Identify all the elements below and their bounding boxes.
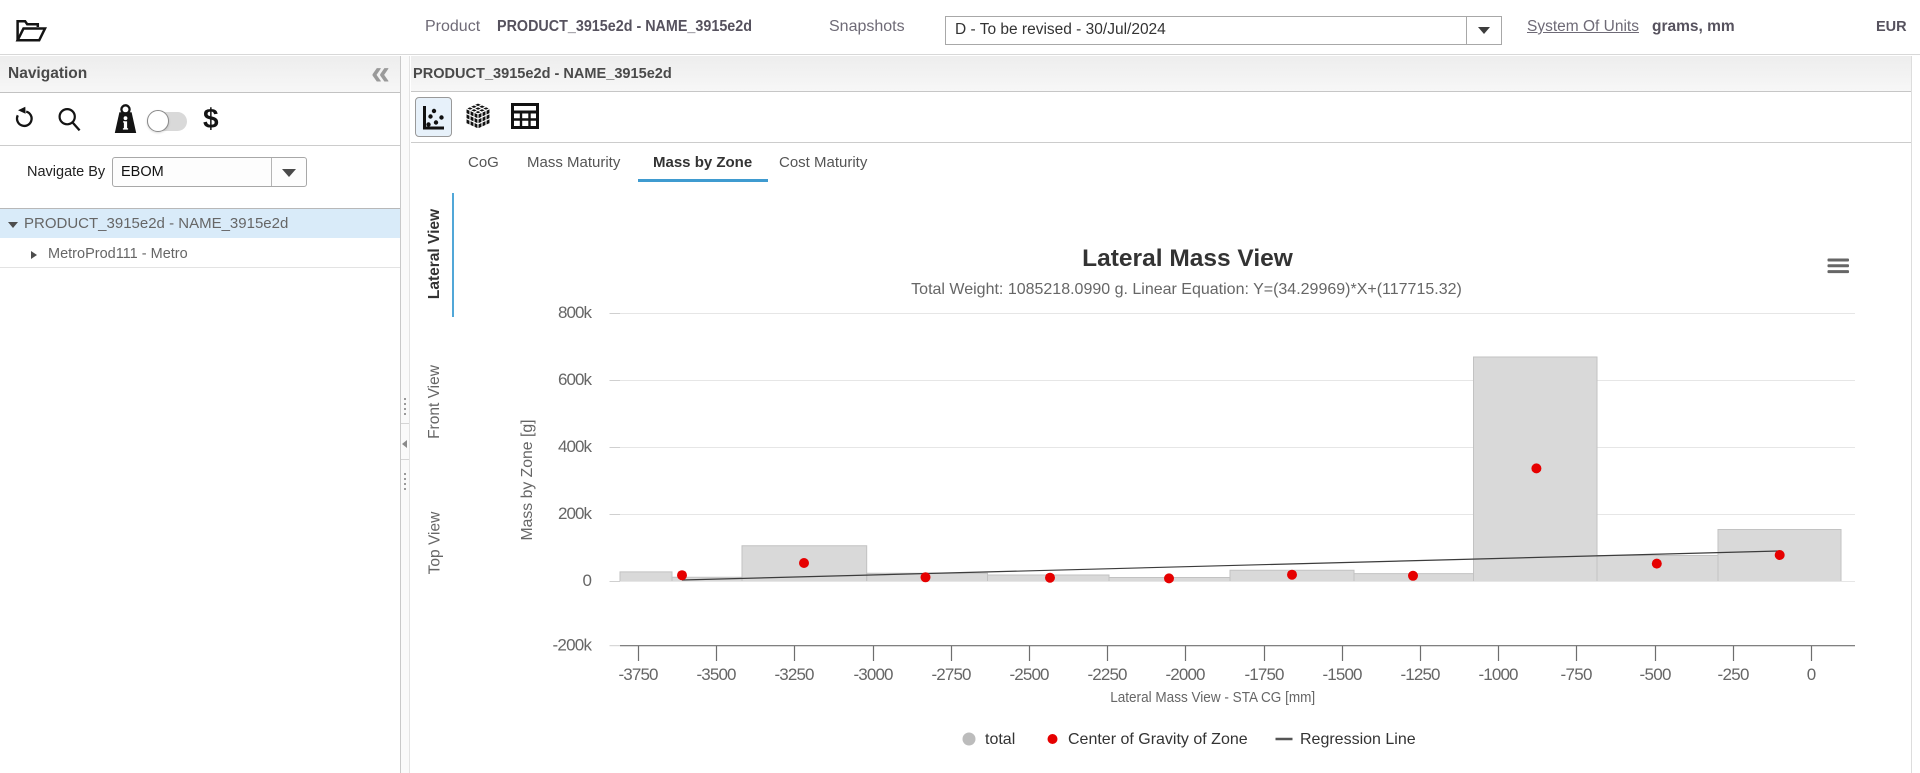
svg-text:-3750: -3750 [619, 665, 659, 684]
svg-text:0: 0 [583, 571, 592, 590]
svg-text:Total Weight: 1085218.0990 g.: Total Weight: 1085218.0990 g. Linear Equ… [911, 281, 1462, 298]
svg-text:Regression Line: Regression Line [1300, 731, 1416, 748]
svg-text:-750: -750 [1561, 665, 1593, 684]
svg-text:-2500: -2500 [1010, 665, 1050, 684]
svg-text:-3250: -3250 [775, 665, 815, 684]
svg-text:-2750: -2750 [932, 665, 972, 684]
svg-text:800k: 800k [558, 303, 593, 322]
svg-text:-2000: -2000 [1166, 665, 1206, 684]
svg-text:600k: 600k [558, 370, 593, 389]
svg-text:200k: 200k [558, 504, 593, 523]
svg-text:-1500: -1500 [1323, 665, 1363, 684]
svg-text:-3500: -3500 [697, 665, 737, 684]
svg-text:-1000: -1000 [1479, 665, 1519, 684]
svg-text:-1250: -1250 [1401, 665, 1441, 684]
svg-text:-1750: -1750 [1245, 665, 1285, 684]
svg-text:Lateral Mass View: Lateral Mass View [1082, 245, 1294, 272]
svg-text:Lateral Mass View - STA CG [mm: Lateral Mass View - STA CG [mm] [1110, 689, 1315, 706]
svg-text:-500: -500 [1640, 665, 1672, 684]
svg-text:Center of Gravity of Zone: Center of Gravity of Zone [1068, 731, 1248, 748]
svg-text:0: 0 [1807, 665, 1816, 684]
svg-text:-2250: -2250 [1088, 665, 1128, 684]
svg-text:Mass by Zone [g]: Mass by Zone [g] [519, 420, 536, 541]
svg-text:-200k: -200k [553, 636, 593, 655]
svg-text:total: total [985, 731, 1015, 748]
svg-text:400k: 400k [558, 437, 593, 456]
svg-text:-3000: -3000 [854, 665, 894, 684]
svg-text:-250: -250 [1718, 665, 1750, 684]
